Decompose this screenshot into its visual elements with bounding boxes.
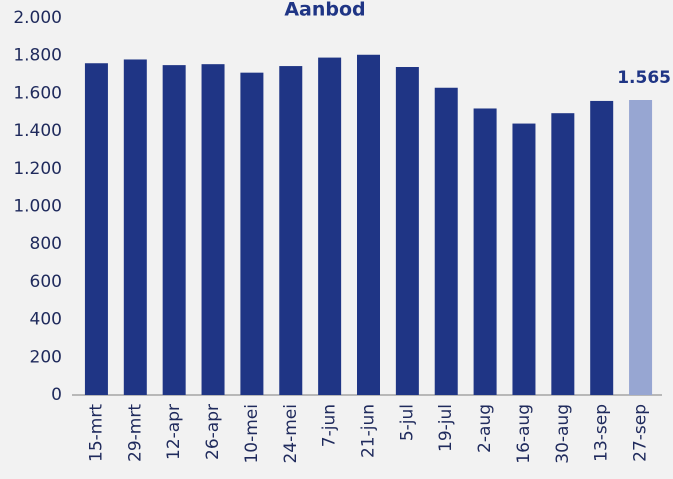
y-tick-label: 800 — [30, 234, 62, 254]
bar — [162, 65, 186, 395]
bar — [551, 113, 575, 395]
data-label: 1.565 — [617, 68, 671, 88]
x-tick-label: 29-mrt — [125, 404, 145, 462]
chart-title: Aanbod — [284, 0, 365, 21]
y-tick-label: 200 — [30, 347, 62, 367]
bar — [357, 54, 380, 395]
bar — [590, 100, 614, 395]
y-tick-label: 1.800 — [13, 46, 62, 66]
x-tick-label: 13-sep — [592, 404, 612, 462]
x-tick-label: 26-apr — [203, 404, 223, 460]
y-tick-label: 0 — [51, 385, 62, 405]
y-tick-label: 1.000 — [13, 197, 62, 217]
y-tick-label: 1.400 — [13, 121, 62, 141]
bar — [240, 72, 264, 395]
bar — [395, 67, 419, 395]
x-tick-label: 5-jul — [397, 404, 417, 441]
bar — [201, 64, 225, 396]
x-tick-label: 19-jul — [436, 404, 456, 452]
bar — [629, 99, 653, 395]
bar — [84, 63, 108, 396]
x-tick-label: 15-mrt — [86, 404, 106, 462]
y-tick-label: 2.000 — [13, 8, 62, 28]
x-tick-label: 2-aug — [475, 404, 495, 453]
y-tick-label: 400 — [30, 310, 62, 330]
x-tick-label: 10-mei — [242, 404, 262, 464]
x-tick-label: 21-jun — [359, 404, 379, 458]
x-tick-label: 12-apr — [164, 404, 184, 460]
x-tick-label: 30-aug — [553, 404, 573, 464]
x-tick-label: 16-aug — [514, 404, 534, 464]
bar — [123, 59, 147, 395]
y-tick-label: 600 — [30, 272, 62, 292]
bar — [512, 123, 536, 395]
bar — [473, 108, 497, 395]
bar — [318, 57, 342, 396]
x-tick-label: 24-mei — [281, 404, 301, 464]
y-tick-label: 1.600 — [13, 83, 62, 103]
x-tick-label: 7-jun — [320, 404, 340, 447]
y-tick-label: 1.200 — [13, 159, 62, 179]
bar — [279, 66, 303, 395]
x-tick-label: 27-sep — [631, 404, 651, 462]
bar — [434, 87, 458, 396]
